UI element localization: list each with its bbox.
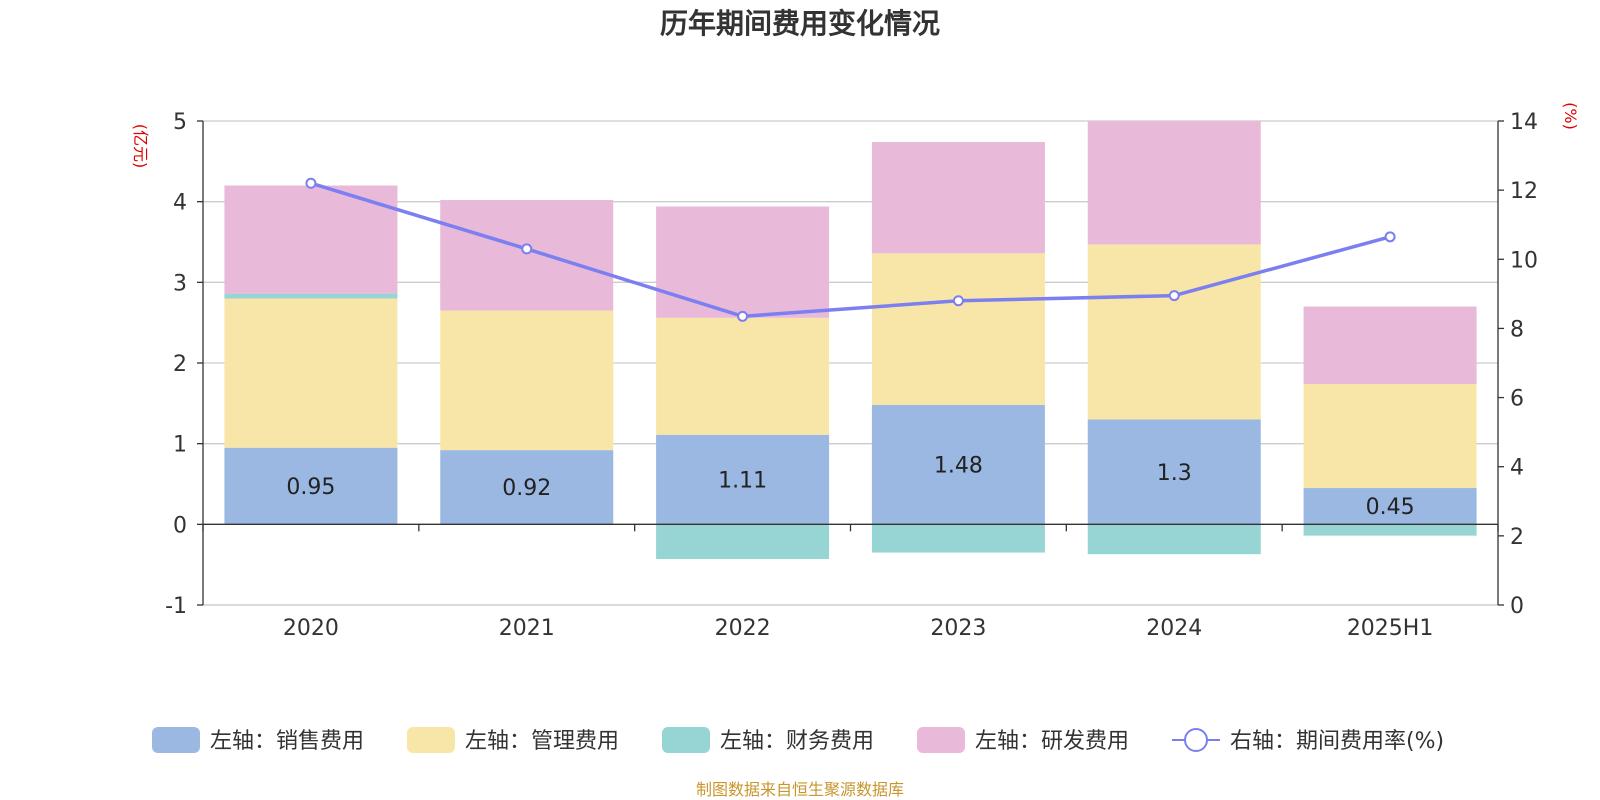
- right-axis-tick-label: 8: [1510, 317, 1524, 342]
- bar-segment: [656, 434, 830, 525]
- bar-segment: [871, 524, 1045, 553]
- left-axis-unit: (亿元): [131, 124, 150, 169]
- bar-segment: [1303, 524, 1477, 536]
- legend-label: 右轴：期间费用率(%): [1230, 729, 1444, 754]
- right-axis-unit: (%): [1561, 102, 1580, 130]
- x-axis-category-label: 2021: [499, 616, 555, 641]
- rate-line: [305, 177, 1396, 322]
- bars: [224, 121, 1477, 560]
- rate-line-point: [1168, 290, 1180, 302]
- bar-segment: [1087, 419, 1261, 525]
- rate-line-point: [305, 177, 317, 189]
- legend-swatch: [662, 727, 710, 753]
- left-axis-tick-label: 0: [173, 513, 187, 538]
- bar-data-label: 0.95: [286, 475, 335, 500]
- bar-segment: [440, 450, 614, 525]
- data-labels: 0.95 0.92 1.11 1.48 1.3 0.45: [286, 454, 1414, 521]
- bar-segment: [440, 200, 614, 311]
- bar-segment: [1087, 121, 1261, 245]
- legend-swatch: [917, 727, 965, 753]
- right-axis-tick-label: 14: [1510, 110, 1538, 135]
- bar-segment: [1087, 524, 1261, 555]
- bar-segment: [1303, 306, 1477, 384]
- rate-line-point: [737, 310, 749, 322]
- x-axis-category-label: 2024: [1146, 616, 1202, 641]
- bar-data-label: 0.92: [502, 476, 551, 501]
- bar-segment: [1303, 383, 1477, 489]
- right-axis-tick-label: 10: [1510, 248, 1538, 273]
- bar-segment: [871, 404, 1045, 525]
- x-axis-category-label: 2022: [715, 616, 771, 641]
- bar-segment: [656, 317, 830, 435]
- left-axis-tick-label: 4: [173, 191, 187, 216]
- legend-label: 左轴：管理费用: [465, 729, 619, 754]
- right-axis-tick-label: 12: [1510, 179, 1538, 204]
- x-axis-category-label: 2020: [283, 616, 339, 641]
- bar-segment: [656, 524, 830, 560]
- rate-line-path: [310, 181, 1391, 319]
- legend-label: 左轴：销售费用: [210, 729, 364, 754]
- right-axis-tick-label: 2: [1510, 525, 1524, 550]
- bar-segment: [871, 253, 1045, 405]
- rate-line-point: [1384, 231, 1396, 243]
- grid-lines: [203, 120, 1498, 606]
- bar-segment: [656, 206, 830, 318]
- x-axis-category-label: 2023: [930, 616, 986, 641]
- bar-segment: [871, 141, 1045, 254]
- bar-segment: [1303, 488, 1477, 525]
- legend: 左轴：销售费用 左轴：管理费用 左轴：财务费用 左轴：研发费用 右轴：期间费用率(%): [152, 727, 1444, 754]
- bar-segment: [224, 293, 398, 299]
- rate-line-point: [521, 243, 533, 255]
- left-axis-tick-label: 2: [173, 352, 187, 377]
- bar-segment: [440, 310, 614, 451]
- chart-title: 历年期间费用变化情况: [660, 7, 940, 40]
- right-axis-tick-label: 0: [1510, 594, 1524, 619]
- bar-segment: [224, 447, 398, 525]
- left-axis-tick-label: 1: [173, 433, 187, 458]
- legend-swatch-marker: [1184, 728, 1208, 752]
- legend-swatch: [407, 727, 455, 753]
- legend-label: 左轴：财务费用: [720, 729, 874, 754]
- bar-segment: [1087, 244, 1261, 420]
- bar-data-label: 0.45: [1366, 495, 1415, 520]
- source-note: 制图数据来自恒生聚源数据库: [696, 780, 904, 799]
- bar-data-label: 1.48: [934, 454, 983, 479]
- bar-segment: [224, 298, 398, 448]
- left-axis-tick-label: 3: [173, 271, 187, 296]
- legend-label: 左轴：研发费用: [975, 729, 1129, 754]
- legend-swatch: [152, 727, 200, 753]
- right-axis-tick-label: 4: [1510, 456, 1524, 481]
- right-axis-tick-label: 6: [1510, 387, 1524, 412]
- bar-data-label: 1.3: [1157, 461, 1192, 486]
- bar-data-label: 1.11: [718, 469, 767, 494]
- left-axis-tick-label: -1: [165, 594, 187, 619]
- rate-line-point: [952, 295, 964, 307]
- x-axis-category-label: 2025H1: [1347, 616, 1434, 641]
- left-axis-tick-label: 5: [173, 110, 187, 135]
- bar-segment: [224, 185, 398, 294]
